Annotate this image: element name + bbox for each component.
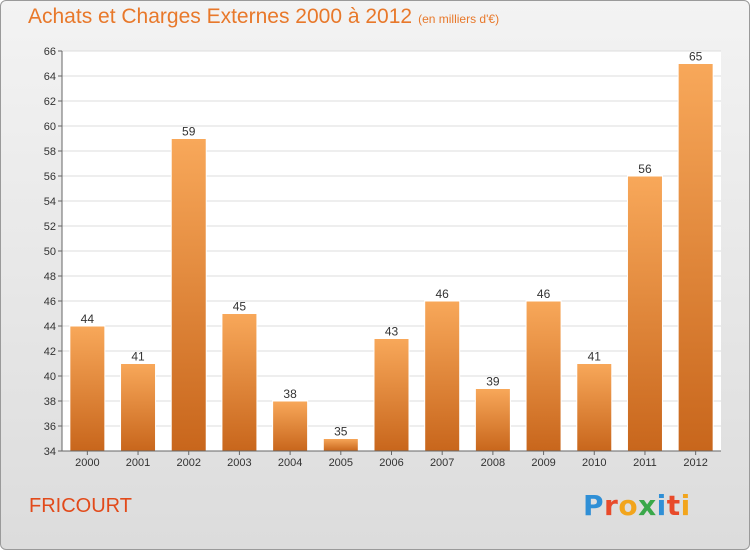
y-tick-label: 38 [44, 396, 56, 408]
bar-2012 [677, 63, 714, 452]
x-tick-label-2000: 2000 [75, 457, 99, 469]
x-tick-label-2008: 2008 [481, 457, 505, 469]
y-tick-label: 36 [44, 421, 56, 433]
y-tick-label: 56 [44, 171, 56, 183]
chart-unit: (en milliers d'€) [418, 12, 500, 26]
bar-2007 [424, 300, 461, 452]
y-tick-label: 62 [44, 96, 56, 108]
value-label-2008: 39 [486, 375, 500, 389]
x-tick-label-2007: 2007 [430, 457, 454, 469]
x-tick-label-2010: 2010 [582, 457, 606, 469]
value-label-2011: 56 [638, 162, 652, 176]
bar-2009 [525, 300, 562, 452]
y-tick-label: 34 [44, 446, 56, 458]
x-tick-label-2003: 2003 [227, 457, 251, 469]
value-label-2000: 44 [81, 312, 95, 326]
y-tick-label: 60 [44, 121, 56, 133]
bar-2001 [120, 363, 157, 452]
bar-2010 [576, 363, 613, 452]
y-tick-label: 58 [44, 146, 56, 158]
value-label-2005: 35 [334, 425, 348, 439]
bar-2000 [69, 325, 106, 452]
bar-2005 [322, 438, 359, 452]
y-tick-label: 46 [44, 296, 56, 308]
proxiti-logo: Proxiti [583, 489, 691, 522]
bar-2003 [221, 313, 258, 452]
x-tick-label-2005: 2005 [329, 457, 353, 469]
value-label-2012: 65 [689, 50, 703, 64]
x-tick-label-2004: 2004 [278, 457, 302, 469]
value-label-2006: 43 [385, 325, 399, 339]
y-tick-label: 48 [44, 271, 56, 283]
chart-title: Achats et Charges Externes 2000 à 2012 (e… [28, 5, 499, 29]
value-label-2004: 38 [283, 387, 297, 401]
y-axis: 34 36 38 40 42 44 46 48 50 52 54 56 58 60 62 64 66 [44, 46, 63, 458]
value-label-2001: 41 [131, 350, 145, 364]
x-tick-label-2012: 2012 [683, 457, 707, 469]
x-tick-label-2006: 2006 [379, 457, 403, 469]
x-axis: 2000 2001 2002 2003 2004 2005 2006 2007 2008 2009… [62, 450, 721, 469]
bars [69, 63, 714, 452]
y-tick-label: 66 [44, 46, 56, 58]
y-tick-label: 44 [44, 321, 56, 333]
x-tick-label-2011: 2011 [633, 457, 657, 469]
bar-2006 [373, 338, 410, 452]
x-tick-label-2009: 2009 [531, 457, 555, 469]
value-label-2010: 41 [588, 350, 602, 364]
y-tick-label: 42 [44, 346, 56, 358]
value-label-2009: 46 [537, 287, 551, 301]
chart-title-text: Achats et Charges Externes 2000 à 2012 [28, 5, 413, 28]
bar-2002 [170, 138, 207, 452]
value-label-2003: 45 [233, 300, 247, 314]
commune-name: FRICOURT [29, 495, 132, 517]
value-label-2002: 59 [182, 125, 196, 139]
y-tick-label: 40 [44, 371, 56, 383]
value-label-2007: 46 [436, 287, 450, 301]
y-tick-label: 52 [44, 221, 56, 233]
y-tick-label: 54 [44, 196, 56, 208]
y-tick-label: 50 [44, 246, 56, 258]
value-labels: 44 41 59 45 38 35 43 46 39 46 41 56 65 [81, 50, 703, 439]
bar-2004 [272, 400, 309, 452]
x-tick-label-2001: 2001 [126, 457, 150, 469]
bar-2011 [626, 175, 663, 452]
x-tick-label-2002: 2002 [176, 457, 200, 469]
y-tick-label: 64 [44, 71, 56, 83]
bar-2008 [474, 388, 511, 452]
